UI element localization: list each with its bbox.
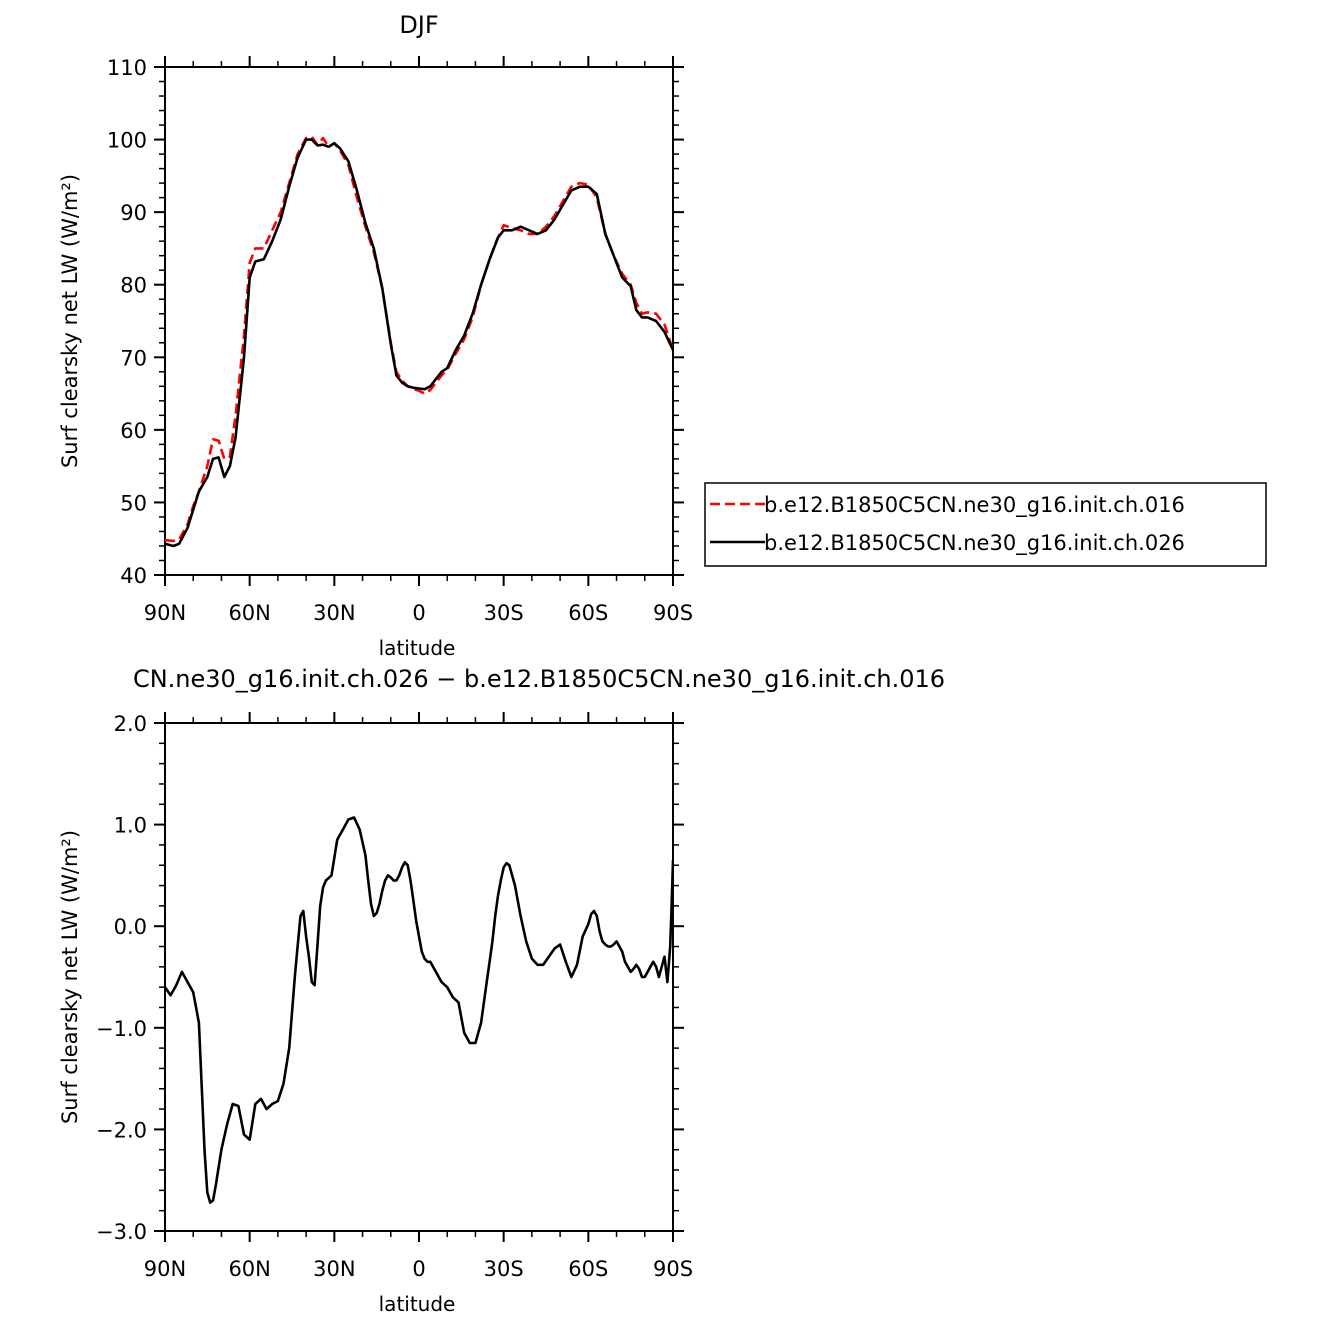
x-tick-label: 30S [484, 1257, 524, 1281]
plot-frame [164, 66, 674, 576]
x-tick-label: 60N [228, 1257, 270, 1281]
x-tick-label: 60N [228, 601, 270, 625]
y-tick-label: 40 [120, 564, 147, 588]
x-tick-label: 0 [412, 601, 425, 625]
top-chart: DJF 40 50 60 70 80 90 100 110 90N 60N 30N 0 30S 60S 90S… [58, 11, 693, 660]
legend-box [704, 482, 1267, 567]
y-tick-label: 0.0 [114, 915, 147, 939]
y-tick-label: 70 [120, 346, 147, 370]
chart-title: DJF [399, 11, 438, 39]
bottom-chart: CN.ne30_g16.init.ch.026 − b.e12.B1850C5C… [58, 665, 945, 1316]
y-tick-label: 50 [120, 491, 147, 515]
y-axis-label: Surf clearsky net LW (W/m²) [58, 830, 82, 1124]
series-line-0 [165, 816, 673, 1204]
legend: b.e12.B1850C5CN.ne30_g16.init.ch.016 b.e1… [704, 482, 1267, 567]
legend-label-1: b.e12.B1850C5CN.ne30_g16.init.ch.026 [764, 531, 1185, 556]
y-axis-label: Surf clearsky net LW (W/m²) [58, 174, 82, 468]
x-tick-label: 90N [144, 1257, 186, 1281]
y-tick-label: 90 [120, 201, 147, 225]
x-tick-label: 60S [568, 1257, 608, 1281]
x-axis-label: latitude [379, 1292, 456, 1316]
series-line-1 [165, 138, 673, 548]
y-tick-label: 2.0 [114, 712, 147, 736]
x-tick-label: 30S [484, 601, 524, 625]
chart-title: CN.ne30_g16.init.ch.026 − b.e12.B1850C5C… [133, 665, 945, 693]
x-tick-label: 60S [568, 601, 608, 625]
x-tick-label: 30N [313, 601, 355, 625]
y-tick-label: 110 [107, 56, 147, 80]
x-tick-label: 30N [313, 1257, 355, 1281]
x-tick-label: 90S [653, 601, 693, 625]
plot-frame [164, 722, 674, 1232]
y-tick-label: −3.0 [96, 1220, 147, 1244]
y-tick-label: −1.0 [96, 1017, 147, 1041]
y-tick-label: 60 [120, 419, 147, 443]
y-tick-label: 100 [107, 129, 147, 153]
x-tick-label: 90S [653, 1257, 693, 1281]
x-tick-label: 0 [412, 1257, 425, 1281]
y-tick-label: 1.0 [114, 814, 147, 838]
y-tick-label: −2.0 [96, 1118, 147, 1142]
x-axis-label: latitude [379, 636, 456, 660]
x-tick-label: 90N [144, 601, 186, 625]
y-tick-label: 80 [120, 274, 147, 298]
legend-label-0: b.e12.B1850C5CN.ne30_g16.init.ch.016 [764, 493, 1185, 518]
